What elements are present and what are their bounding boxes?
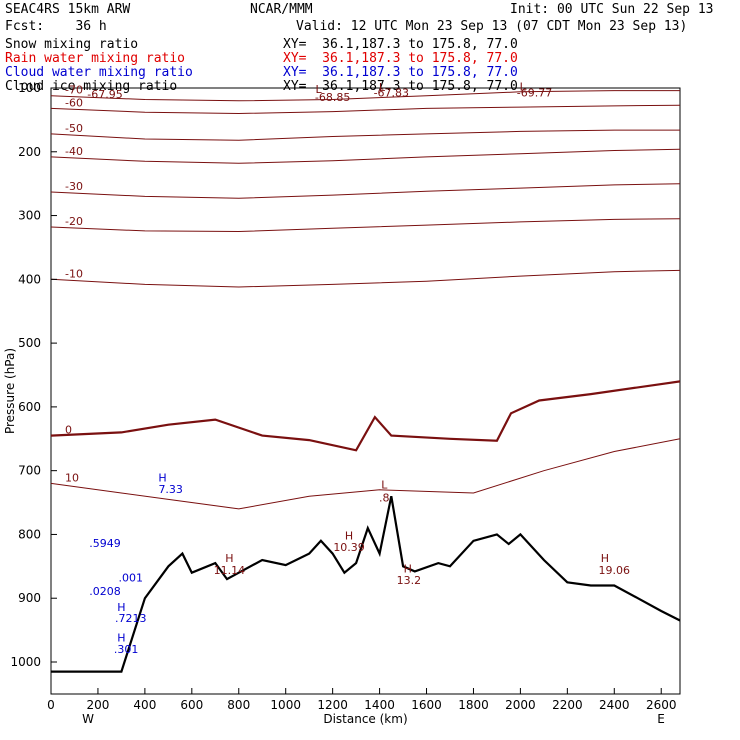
x-tick-label: 2600 — [646, 698, 677, 712]
y-tick-label: 400 — [18, 272, 41, 286]
contour-value-label: 13.2 — [397, 574, 422, 587]
x-tick-label: 1800 — [458, 698, 489, 712]
isotherm-line — [50, 269, 681, 288]
x-axis-title: Distance (km) — [323, 712, 407, 726]
isotherm-label: -10 — [65, 267, 83, 280]
isotherm-line — [50, 380, 681, 452]
contour-value-label: .0208 — [89, 585, 121, 598]
x-tick-label: 1400 — [364, 698, 395, 712]
east-label: E — [657, 712, 665, 726]
contour-value-label: 19.06 — [599, 564, 631, 577]
isotherm-label: -20 — [65, 215, 83, 228]
terrain-line — [51, 495, 681, 673]
contour-value-label: .8 — [379, 491, 390, 504]
contour-value-label: .001 — [119, 572, 144, 585]
west-label: W — [82, 712, 94, 726]
isotherm-label: -40 — [65, 145, 83, 158]
y-tick-label: 700 — [18, 464, 41, 478]
isotherm-line — [50, 148, 681, 164]
field-rain: Rain water mixing ratio — [5, 51, 186, 66]
y-tick-label: 1000 — [10, 655, 41, 669]
contour-value-label: 11.14 — [214, 564, 246, 577]
extremum-marker: L — [520, 81, 527, 94]
extremum-marker: H — [158, 472, 166, 485]
y-tick-label: 900 — [18, 591, 41, 605]
y-tick-label: 800 — [18, 527, 41, 541]
contour-value-label: -67.95 — [87, 88, 122, 101]
x-tick-label: 2000 — [505, 698, 536, 712]
field-rain-xy: XY= 36.1,187.3 to 175.8, 77.0 — [283, 51, 518, 66]
x-tick-label: 0 — [47, 698, 55, 712]
valid-time: Valid: 12 UTC Mon 23 Sep 13 (07 CDT Mon … — [296, 19, 688, 34]
y-tick-label: 500 — [18, 336, 41, 350]
field-cloud-water: Cloud water mixing ratio — [5, 65, 193, 80]
isotherm-line — [50, 218, 681, 233]
init-time: Init: 00 UTC Sun 22 Sep 13 — [510, 2, 714, 17]
contour-value-label: -68.85 — [315, 91, 350, 104]
y-tick-label: 600 — [18, 400, 41, 414]
extremum-marker: H — [601, 552, 609, 565]
isotherm-line — [50, 104, 681, 115]
isotherm-label: 0 — [65, 424, 72, 437]
isotherm-line — [50, 129, 680, 141]
x-tick-label: 600 — [180, 698, 203, 712]
x-tick-label: 2400 — [599, 698, 630, 712]
isotherm-line — [50, 183, 681, 199]
y-tick-label: 300 — [18, 209, 41, 223]
isotherm-line — [50, 90, 680, 102]
isotherm-label: -60 — [65, 96, 83, 109]
x-tick-label: 1000 — [270, 698, 301, 712]
x-tick-label: 1600 — [411, 698, 442, 712]
y-tick-label: 200 — [18, 145, 41, 159]
x-tick-label: 2200 — [552, 698, 583, 712]
y-axis-title: Pressure (hPa) — [3, 348, 17, 434]
field-snow-xy: XY= 36.1,187.3 to 175.8, 77.0 — [283, 37, 518, 52]
isotherm-line — [50, 438, 681, 510]
field-cloud-water-xy: XY= 36.1,187.3 to 175.8, 77.0 — [283, 65, 518, 80]
contour-value-label: .301 — [114, 643, 139, 656]
model-title: SEAC4RS 15km ARW — [5, 2, 131, 17]
contour-value-label: 10.39 — [333, 541, 365, 554]
contour-value-label: -67.83 — [374, 86, 409, 99]
field-snow: Snow mixing ratio — [5, 37, 139, 52]
x-tick-label: 400 — [133, 698, 156, 712]
contour-value-label: -69.77 — [517, 86, 552, 99]
isotherm-label: -30 — [65, 180, 83, 193]
extremum-marker: L — [381, 479, 388, 492]
x-tick-label: 200 — [86, 698, 109, 712]
contour-value-label: 7.33 — [158, 483, 183, 496]
isotherm-label: -50 — [65, 122, 83, 135]
extremum-marker: L — [379, 81, 386, 94]
x-tick-label: 1200 — [317, 698, 348, 712]
field-cloud-ice-xy: XY= 36.1,187.3 to 175.8, 77.0 — [283, 79, 518, 94]
plot-frame — [50, 87, 681, 695]
extremum-marker: H — [117, 632, 125, 645]
x-tick-label: 800 — [227, 698, 250, 712]
extremum-marker: H — [225, 552, 233, 565]
extremum-marker: H — [117, 601, 125, 614]
y-tick-label: 100 — [18, 81, 41, 95]
forecast-hour: Fcst: 36 h — [5, 19, 107, 34]
extremum-marker: L — [315, 83, 322, 96]
center-title: NCAR/MMM — [250, 2, 313, 17]
field-cloud-ice: Cloud ice mixing ratio — [5, 79, 178, 94]
isotherm-label: -70 — [65, 84, 83, 97]
contour-value-label: .5949 — [89, 537, 121, 550]
contour-value-label: .7213 — [115, 612, 147, 625]
extremum-marker: H — [404, 563, 412, 576]
extremum-marker: H — [345, 530, 353, 543]
isotherm-label: 10 — [65, 471, 79, 484]
